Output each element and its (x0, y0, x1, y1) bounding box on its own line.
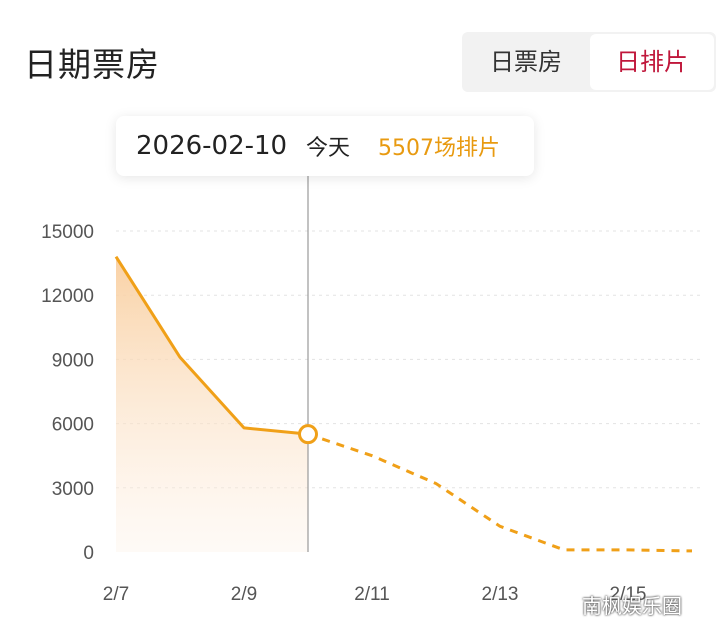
selected-point[interactable] (298, 424, 318, 445)
view-toggle: 日票房 日排片 (462, 32, 716, 92)
watermark: 南枫娱乐圈 (582, 594, 682, 618)
x-tick-label: 2/15 (610, 584, 647, 605)
series-line-actual (114, 255, 309, 436)
tooltip: 2026-02-10 今天 5507场排片 (116, 116, 534, 176)
x-tick-label: 2/9 (231, 584, 257, 605)
y-tick-label: 9000 (52, 350, 94, 371)
tab-daily-screenings[interactable]: 日排片 (590, 34, 714, 90)
y-tick-label: 0 (83, 543, 94, 564)
y-tick-label: 12000 (41, 286, 94, 307)
page-title: 日期票房 (24, 45, 160, 84)
y-tick-label: 6000 (52, 415, 94, 436)
x-tick-label: 2/7 (103, 584, 129, 605)
x-tick-label: 2/13 (482, 584, 519, 605)
y-tick-label: 3000 (52, 479, 94, 500)
tooltip-value: 5507场排片 (378, 136, 500, 161)
x-axis: 2/7 2/9 2/11 2/13 2/15 (103, 584, 647, 605)
tooltip-date: 2026-02-10 (136, 131, 288, 161)
tab-daily-box-office[interactable]: 日票房 (490, 48, 562, 76)
series-line-forecast (307, 432, 693, 553)
y-tick-label: 15000 (41, 222, 94, 243)
tooltip-day-label: 今天 (306, 136, 351, 161)
y-axis: 0 3000 6000 9000 12000 15000 (41, 222, 94, 564)
x-tick-label: 2/11 (354, 584, 390, 605)
area-fill (116, 256, 308, 552)
